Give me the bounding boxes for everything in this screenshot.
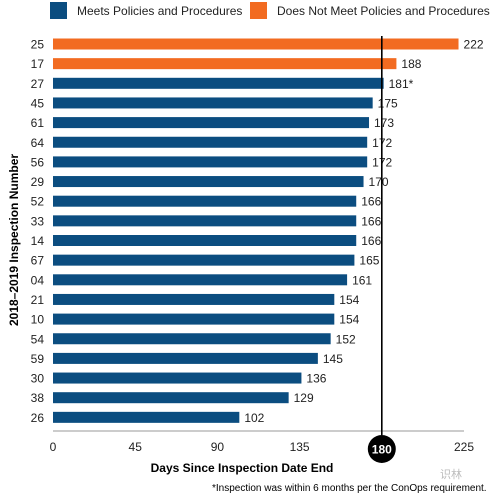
value-label-25: 222 bbox=[464, 38, 484, 52]
bar-10 bbox=[53, 313, 335, 325]
reference-line-badge bbox=[367, 435, 396, 463]
bar-38 bbox=[53, 392, 289, 404]
category-label-64: 64 bbox=[31, 136, 45, 150]
bars: 252221718827181*451756117364172561722917… bbox=[31, 38, 484, 425]
x-axis: 0 45 90 135 225 Days Since Inspection Date En… bbox=[50, 430, 474, 475]
legend: Meets Policies and Procedures Does Not Me… bbox=[50, 2, 490, 19]
category-label-04: 04 bbox=[31, 273, 45, 287]
value-label-45: 175 bbox=[378, 96, 398, 110]
category-label-14: 14 bbox=[31, 234, 45, 248]
bar-04 bbox=[53, 274, 348, 286]
bar-25 bbox=[53, 38, 459, 50]
legend-swatch-0 bbox=[50, 2, 67, 19]
value-label-21: 154 bbox=[339, 293, 359, 307]
value-label-29: 170 bbox=[369, 175, 389, 189]
legend-label-0: Meets Policies and Procedures bbox=[77, 4, 242, 18]
category-label-33: 33 bbox=[31, 214, 45, 228]
category-label-38: 38 bbox=[31, 391, 45, 405]
footnote: *Inspection was within 6 months per the … bbox=[212, 483, 487, 494]
value-label-27: 181* bbox=[389, 77, 414, 91]
category-label-56: 56 bbox=[31, 155, 45, 169]
bar-61 bbox=[53, 117, 370, 129]
bar-21 bbox=[53, 293, 335, 305]
y-axis-label: 2018–2019 Inspection Number bbox=[7, 154, 21, 326]
value-label-52: 166 bbox=[361, 195, 381, 209]
value-label-54: 152 bbox=[336, 332, 356, 346]
bar-56 bbox=[53, 156, 368, 168]
value-label-59: 145 bbox=[323, 352, 343, 366]
value-label-61: 173 bbox=[374, 116, 394, 130]
bar-29 bbox=[53, 176, 364, 188]
value-label-33: 166 bbox=[361, 214, 381, 228]
category-label-27: 27 bbox=[31, 77, 45, 91]
x-tick-label-135: 135 bbox=[290, 440, 310, 454]
bar-26 bbox=[53, 411, 240, 423]
bar-33 bbox=[53, 215, 357, 227]
x-tick-label-45: 45 bbox=[129, 440, 143, 454]
x-axis-label: Days Since Inspection Date End bbox=[151, 461, 334, 475]
y-axis-label-group: 2018–2019 Inspection Number bbox=[7, 154, 21, 326]
category-label-26: 26 bbox=[31, 411, 45, 425]
value-label-30: 136 bbox=[306, 372, 326, 386]
bar-30 bbox=[53, 372, 302, 384]
bar-17 bbox=[53, 58, 397, 70]
bar-67 bbox=[53, 254, 355, 266]
bar-45 bbox=[53, 97, 373, 109]
value-label-38: 129 bbox=[294, 391, 314, 405]
category-label-59: 59 bbox=[31, 352, 45, 366]
category-label-45: 45 bbox=[31, 96, 45, 110]
category-label-25: 25 bbox=[31, 38, 45, 52]
legend-swatch-1 bbox=[250, 2, 267, 19]
reference-line-group: 180 bbox=[367, 36, 396, 463]
value-label-17: 188 bbox=[401, 57, 421, 71]
category-label-30: 30 bbox=[31, 372, 45, 386]
reference-line-label: 180 bbox=[372, 443, 392, 457]
value-label-14: 166 bbox=[361, 234, 381, 248]
bar-27 bbox=[53, 77, 384, 89]
value-label-67: 165 bbox=[359, 254, 379, 268]
bar-54 bbox=[53, 333, 331, 345]
category-label-21: 21 bbox=[31, 293, 45, 307]
x-tick-label-225: 225 bbox=[454, 440, 474, 454]
x-tick-label-0: 0 bbox=[50, 440, 57, 454]
category-label-61: 61 bbox=[31, 116, 45, 130]
category-label-54: 54 bbox=[31, 332, 45, 346]
bar-64 bbox=[53, 136, 368, 148]
legend-label-1: Does Not Meet Policies and Procedures bbox=[277, 4, 490, 18]
category-label-10: 10 bbox=[31, 313, 45, 327]
bar-52 bbox=[53, 195, 357, 207]
category-label-67: 67 bbox=[31, 254, 45, 268]
category-label-52: 52 bbox=[31, 195, 45, 209]
bar-14 bbox=[53, 235, 357, 246]
category-label-17: 17 bbox=[31, 57, 45, 71]
value-label-26: 102 bbox=[244, 411, 264, 425]
category-label-29: 29 bbox=[31, 175, 45, 189]
value-label-10: 154 bbox=[339, 313, 359, 327]
bar-59 bbox=[53, 352, 318, 364]
watermark-text: 识林 bbox=[440, 468, 462, 481]
x-tick-label-90: 90 bbox=[211, 440, 225, 454]
value-label-04: 161 bbox=[352, 273, 372, 287]
